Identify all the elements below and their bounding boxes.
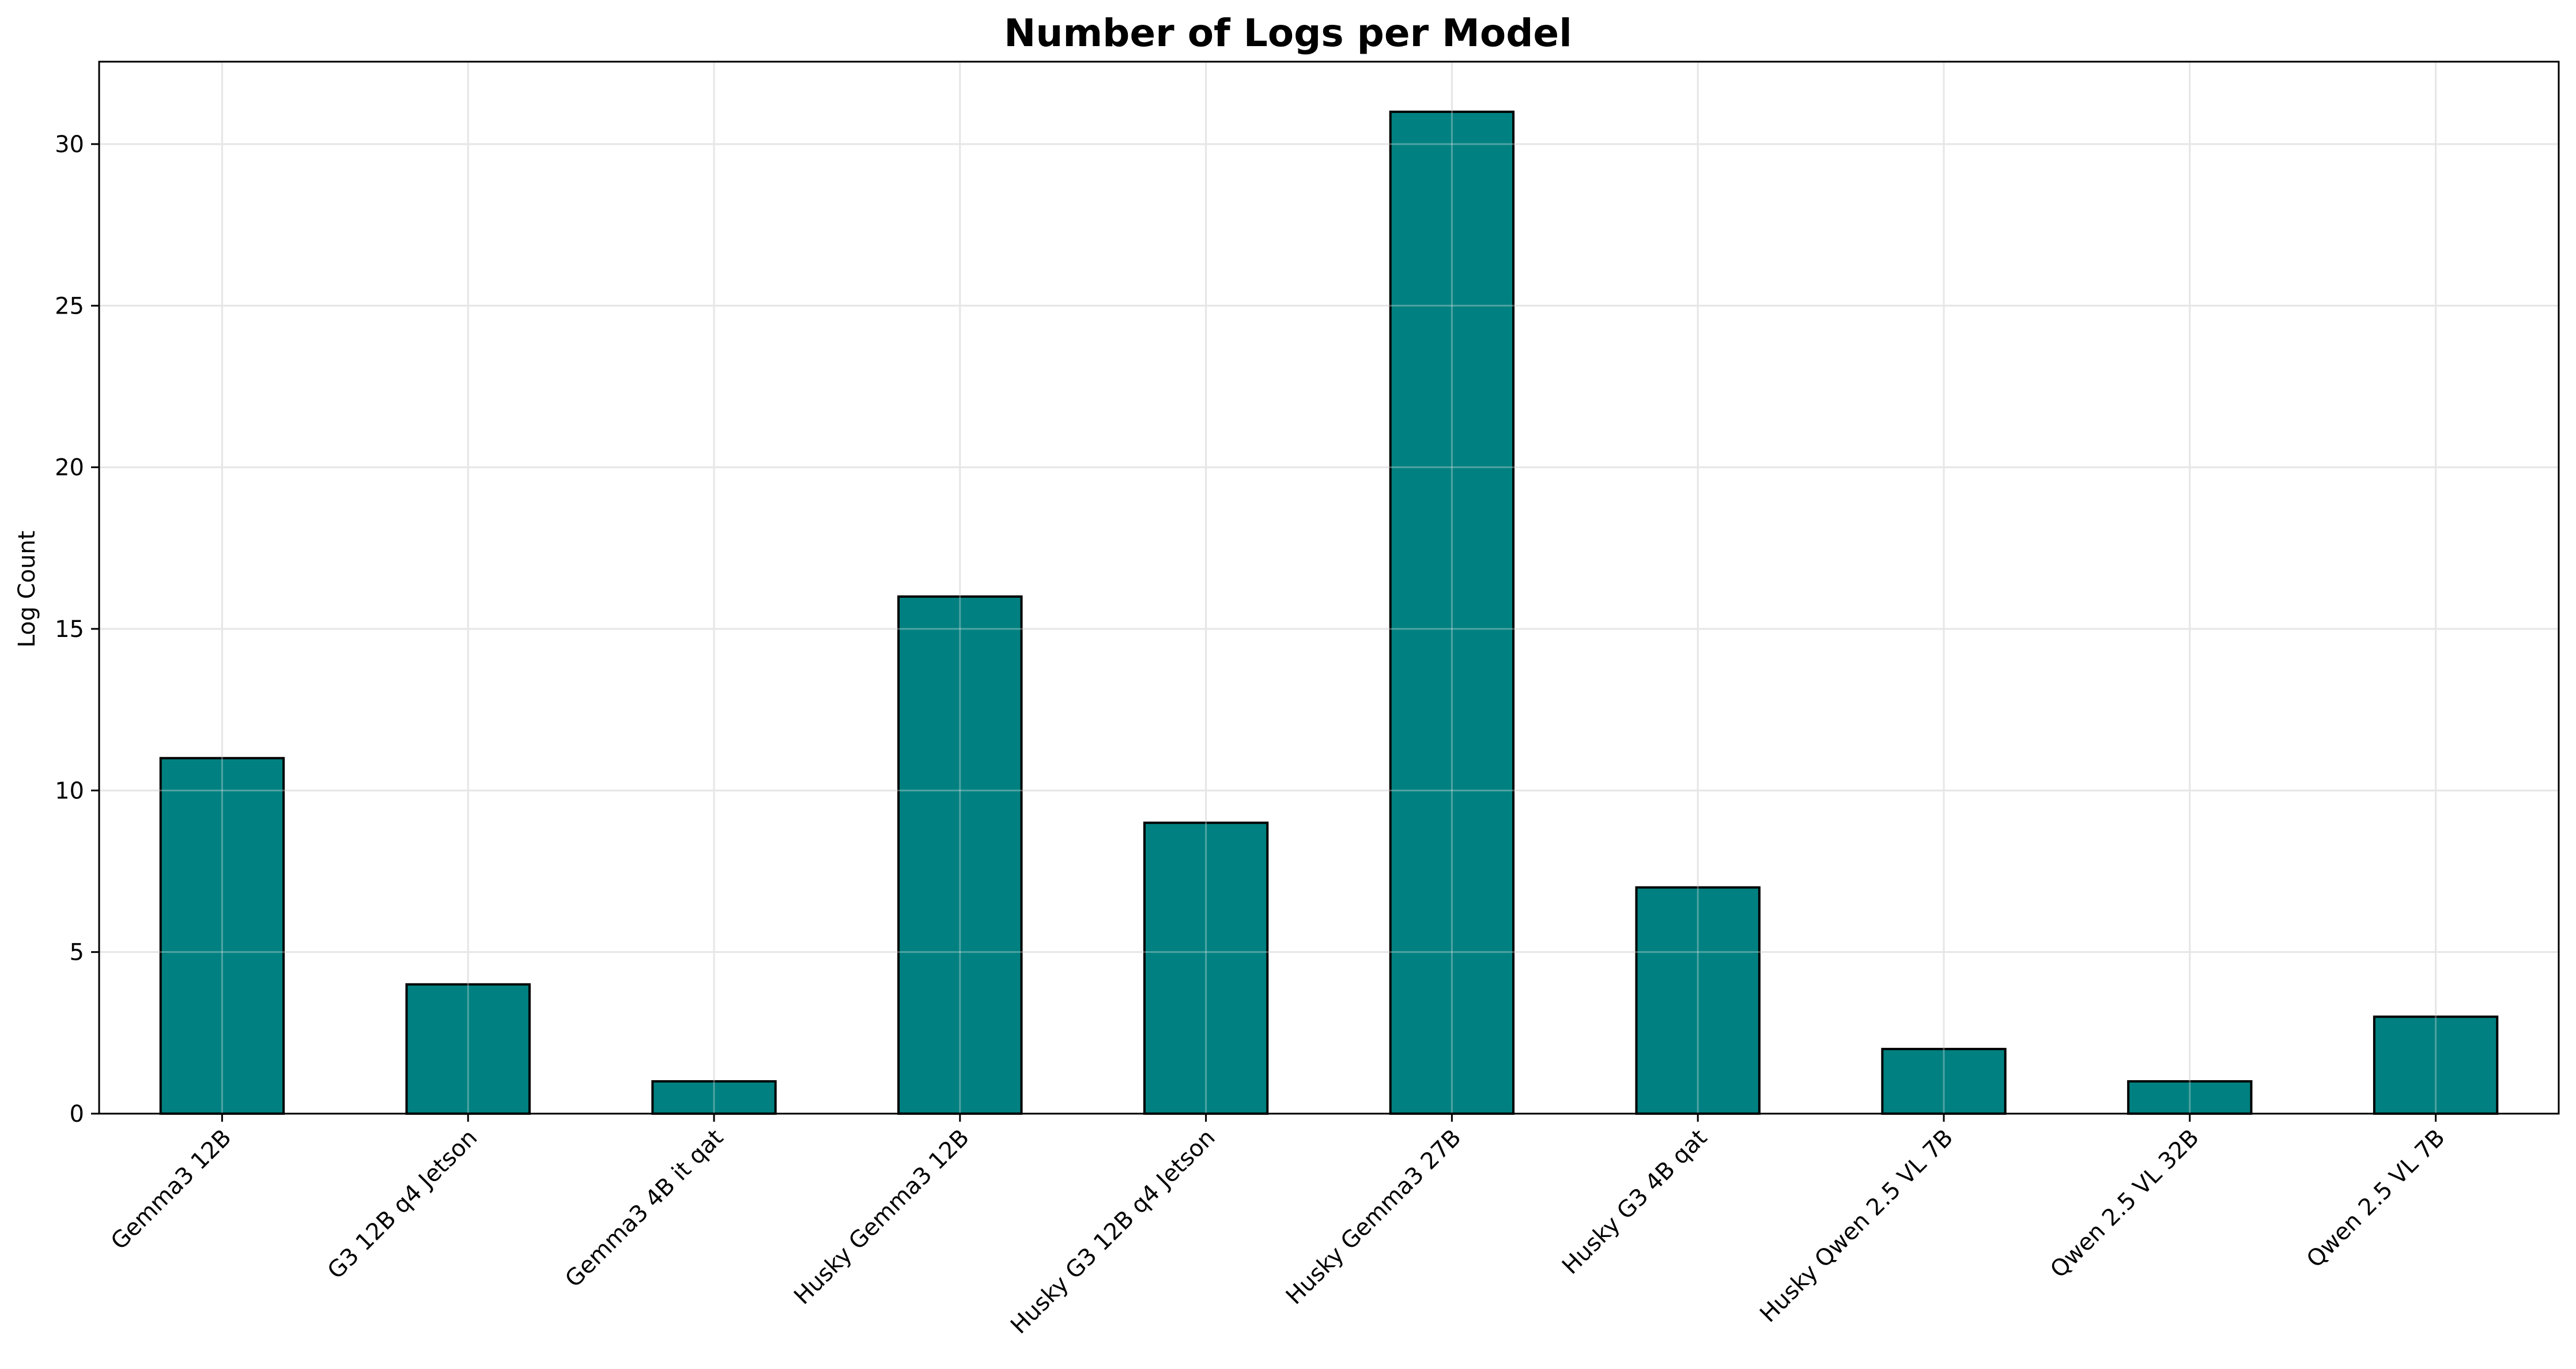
y-tick-label: 20 [55, 455, 84, 481]
bars [99, 62, 2559, 1115]
y-tick-label: 0 [70, 1101, 84, 1127]
axes [98, 61, 2560, 1115]
bar [897, 595, 1023, 1115]
bar [1389, 110, 1515, 1115]
bar [1143, 821, 1269, 1115]
bar [159, 757, 285, 1115]
y-tick-label: 10 [55, 778, 84, 804]
chart-title: Number of Logs per Model [1004, 11, 1572, 55]
y-axis-label: Log Count [14, 531, 40, 648]
bar [2127, 1080, 2253, 1115]
bar [1635, 886, 1761, 1115]
y-tick-label: 30 [55, 131, 84, 158]
y-tick-label: 25 [55, 293, 84, 319]
y-tick-label: 5 [70, 940, 84, 966]
plot-frame [98, 61, 2560, 1115]
bar [405, 983, 531, 1115]
bar [2373, 1015, 2499, 1115]
bar [1881, 1047, 2007, 1115]
bar [651, 1080, 777, 1115]
y-tick-label: 15 [55, 616, 84, 643]
